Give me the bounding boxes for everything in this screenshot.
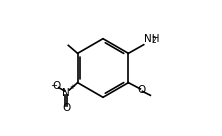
Text: −: − [50, 81, 57, 90]
Text: O: O [137, 85, 145, 95]
Text: O: O [52, 81, 60, 91]
Text: 2: 2 [151, 36, 156, 45]
Text: NH: NH [144, 34, 159, 44]
Text: O: O [62, 103, 70, 113]
Text: N: N [62, 88, 70, 98]
Text: +: + [69, 84, 75, 90]
